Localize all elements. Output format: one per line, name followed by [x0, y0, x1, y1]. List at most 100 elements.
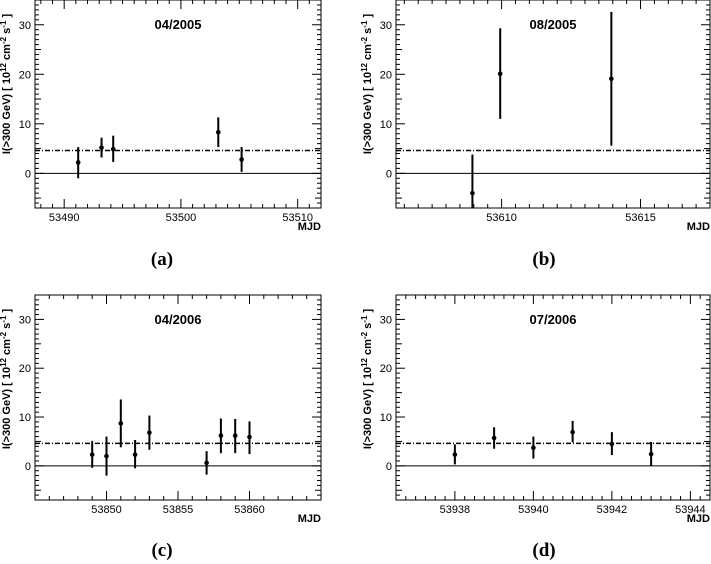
x-axis-label: MJD — [687, 513, 710, 525]
y-label-part: cm — [362, 339, 374, 358]
y-tick-label: 30 — [380, 20, 392, 32]
y-label-superscript: 12 — [0, 62, 8, 71]
y-label-part: I(>300 GeV) [ 10 — [362, 367, 374, 449]
x-tick-label: 53610 — [486, 212, 517, 224]
y-label-part: ] — [1, 14, 13, 21]
y-label-superscript: -2 — [360, 36, 369, 44]
y-label-part: s — [362, 323, 374, 332]
chart-panel-b: 0 10 20 30 53610 53615 08/2005 MJD I(>300 GeV) [… — [360, 0, 711, 270]
y-label-superscript: 12 — [360, 62, 369, 71]
y-label-part: cm — [362, 44, 374, 63]
x-tick-label: 53510 — [282, 212, 313, 224]
panel-title: 04/2006 — [155, 312, 202, 327]
x-axis-label: MJD — [298, 513, 321, 525]
y-axis-label: I(>300 GeV) [ 1012 cm-2 s-1 ] — [360, 309, 374, 450]
x-axis-label: MJD — [687, 221, 710, 233]
panel-caption: (b) — [532, 249, 555, 270]
chart-panel-a: 0 10 20 30 53490 53500 53510 04/2005 MJD I(>300 G… — [0, 0, 322, 270]
y-label-superscript: -2 — [0, 331, 8, 339]
y-axis-label: I(>300 GeV) [ 1012 cm-2 s-1 ] — [0, 14, 13, 155]
chart-panel-d: 0 10 20 30 53938 53940 53942 53944 07/2006 MJD I(>… — [360, 294, 711, 561]
y-tick-label: 20 — [380, 363, 392, 375]
y-tick-label: 20 — [19, 69, 31, 81]
x-tick-label: 53855 — [163, 504, 194, 516]
y-label-superscript: -2 — [360, 331, 369, 339]
data-point — [648, 451, 654, 457]
panel-caption: (a) — [151, 249, 173, 270]
data-point — [218, 433, 224, 438]
x-tick-label: 53940 — [518, 504, 549, 516]
data-point — [99, 145, 104, 150]
y-label-superscript: -1 — [360, 20, 369, 28]
data-point — [89, 452, 95, 457]
y-label-part: I(>300 GeV) [ 10 — [1, 367, 13, 449]
data-point — [204, 460, 209, 466]
y-label-superscript: -1 — [360, 315, 369, 323]
y-tick-label: 20 — [19, 363, 31, 375]
y-tick-label: 10 — [19, 119, 31, 131]
x-tick-label: 53938 — [440, 504, 471, 516]
y-label-part: I(>300 GeV) [ 10 — [362, 72, 374, 154]
y-tick-label: 0 — [386, 461, 392, 473]
y-label-part: cm — [1, 339, 13, 358]
x-tick-label: 53850 — [91, 504, 122, 516]
y-tick-label: 0 — [25, 168, 31, 180]
y-tick-label: 30 — [19, 20, 31, 32]
y-label-superscript: 12 — [0, 357, 8, 366]
data-point — [132, 452, 138, 457]
panel-title: 07/2006 — [530, 312, 577, 327]
y-tick-label: 30 — [19, 314, 31, 326]
data-point — [215, 129, 221, 135]
data-point — [491, 435, 497, 441]
y-tick-label: 0 — [386, 168, 392, 180]
data-point — [239, 157, 244, 162]
y-label-part: ] — [362, 309, 374, 316]
data-point — [609, 76, 614, 82]
y-label-superscript: -1 — [0, 315, 8, 323]
data-point — [609, 441, 615, 447]
x-tick-label: 53944 — [675, 504, 706, 516]
y-tick-label: 10 — [19, 412, 31, 424]
data-point — [232, 433, 238, 438]
y-label-part: s — [1, 323, 13, 332]
y-tick-label: 30 — [380, 314, 392, 326]
x-tick-label: 53490 — [49, 212, 80, 224]
y-label-superscript: 12 — [360, 357, 369, 366]
y-tick-label: 20 — [380, 69, 392, 81]
data-point — [247, 434, 252, 440]
data-point — [570, 429, 575, 435]
panel-title: 04/2005 — [155, 17, 202, 32]
x-tick-label: 53500 — [166, 212, 197, 224]
panel-caption: (d) — [532, 540, 555, 561]
y-label-part: s — [1, 28, 13, 37]
y-label-part: s — [362, 28, 374, 37]
x-axis-label: MJD — [298, 221, 321, 233]
y-tick-label: 10 — [380, 119, 392, 131]
data-point — [531, 445, 536, 451]
data-point — [75, 160, 81, 165]
data-point — [452, 452, 458, 457]
data-point — [470, 190, 475, 196]
data-point — [104, 453, 109, 459]
data-point — [147, 430, 152, 435]
y-axis-label: I(>300 GeV) [ 1012 cm-2 s-1 ] — [360, 14, 374, 155]
y-axis-label: I(>300 GeV) [ 1012 cm-2 s-1 ] — [0, 309, 13, 450]
chart-panel-c: 0 10 20 30 53850 53855 53860 04/2006 MJD I(>300 G… — [0, 294, 322, 561]
x-tick-label: 53860 — [234, 504, 265, 516]
y-tick-label: 10 — [380, 412, 392, 424]
y-label-superscript: -2 — [0, 36, 8, 44]
y-label-part: I(>300 GeV) [ 10 — [1, 72, 13, 154]
x-tick-label: 53942 — [597, 504, 628, 516]
y-label-superscript: -1 — [0, 20, 8, 28]
y-tick-label: 0 — [25, 461, 31, 473]
y-label-part: ] — [1, 309, 13, 316]
x-tick-label: 53615 — [625, 212, 656, 224]
y-label-part: ] — [362, 14, 374, 21]
panel-title: 08/2005 — [530, 17, 577, 32]
data-point — [110, 146, 116, 152]
data-point — [118, 421, 124, 426]
panel-caption: (c) — [151, 540, 172, 561]
data-point — [497, 71, 503, 77]
y-label-part: cm — [1, 44, 13, 63]
